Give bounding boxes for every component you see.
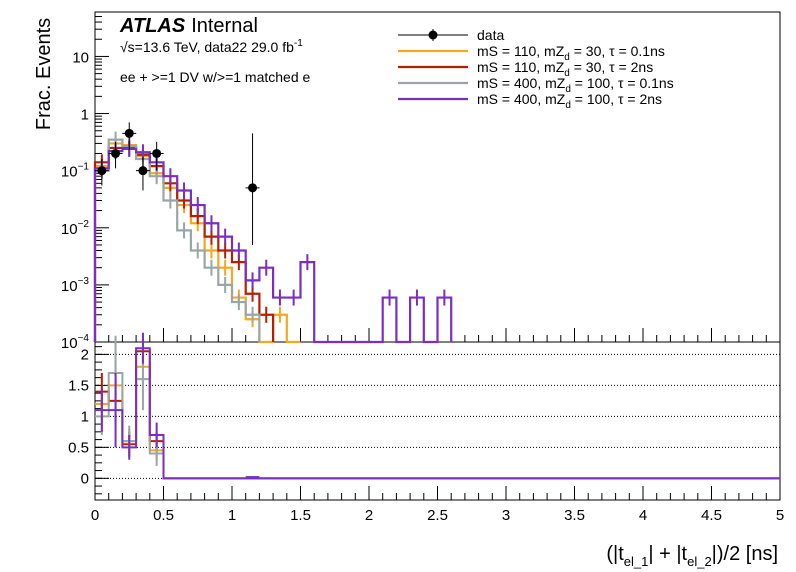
- ratio-series: [95, 350, 780, 480]
- legend-label: mS = 400, mZd = 100, τ = 0.1ns: [477, 75, 674, 95]
- ratio-gridlines: [95, 353, 780, 479]
- upper-frame: [94, 11, 781, 343]
- ratio-y-tick-label: 0: [81, 470, 89, 487]
- ratio-series: [95, 371, 780, 480]
- ratio-histograms: [95, 332, 780, 480]
- legend-label: mS = 110, mZd = 30, τ = 0.1ns: [477, 43, 665, 63]
- y-tick-label: 10−2: [61, 219, 90, 238]
- x-tick-label: 1: [228, 507, 236, 524]
- ratio-y-tick-label: 1: [81, 408, 89, 425]
- x-tick-label: 3: [502, 507, 510, 524]
- data-point: [248, 183, 258, 193]
- atlas-label: ATLAS Internal: [119, 15, 258, 37]
- y-tick-label: 10−4: [61, 333, 90, 352]
- data-point: [111, 148, 121, 158]
- x-tick-label: 4: [639, 507, 647, 524]
- energy-lumi-label: √s=13.6 TeV, data22 29.0 fb-1: [120, 38, 303, 55]
- x-axis: 0 0.5 1 1.5 2 2.5 3 3.5 4 4.5 5: [91, 328, 784, 524]
- ratio-frame: [94, 341, 781, 501]
- y-axis-label: Frac. Events: [33, 18, 55, 130]
- x-tick-label: 2.5: [427, 507, 448, 524]
- y-tick-label: 1: [81, 107, 89, 124]
- y-tick-label: 10: [72, 49, 89, 66]
- upper-y-axis: 10 1 10−1 10−2 10−3 10−4: [61, 16, 109, 352]
- x-tick-label: 5: [776, 507, 784, 524]
- legend-label: data: [477, 27, 504, 43]
- data-points: [94, 122, 260, 245]
- ratio-series: [95, 365, 780, 480]
- upper-histograms: [93, 131, 453, 344]
- data-point: [97, 166, 107, 176]
- x-axis-label: (|tel_1| + |tel_2|)/2 [ns]: [606, 543, 778, 569]
- legend-label: mS = 400, mZd = 100, τ = 2ns: [477, 91, 662, 111]
- x-tick-label: 2: [365, 507, 373, 524]
- selection-label: ee + >=1 DV w/>=1 matched e: [120, 69, 311, 85]
- ratio-y-tick-label: 1.5: [68, 377, 89, 394]
- data-point: [138, 166, 148, 176]
- y-tick-label: 10−3: [61, 276, 90, 295]
- x-tick-label: 4.5: [701, 507, 722, 524]
- data-point: [124, 128, 134, 138]
- x-tick-label: 3.5: [564, 507, 585, 524]
- histogram-series: [93, 147, 453, 344]
- ratio-y-tick-label: 0.5: [68, 439, 89, 456]
- x-tick-label: 0.5: [153, 507, 174, 524]
- ratio-y-tick-label: 2: [81, 346, 89, 363]
- x-tick-label: 0: [91, 507, 99, 524]
- legend-label: mS = 110, mZd = 30, τ = 2ns: [477, 59, 653, 79]
- ratio-y-axis: 0 0.5 1 1.5 2: [68, 346, 109, 495]
- y-tick-label: 10−1: [61, 162, 90, 181]
- data-point: [152, 148, 162, 158]
- histogram-series: [93, 138, 261, 342]
- ratio-series: [95, 347, 780, 480]
- x-tick-label: 1.5: [290, 507, 311, 524]
